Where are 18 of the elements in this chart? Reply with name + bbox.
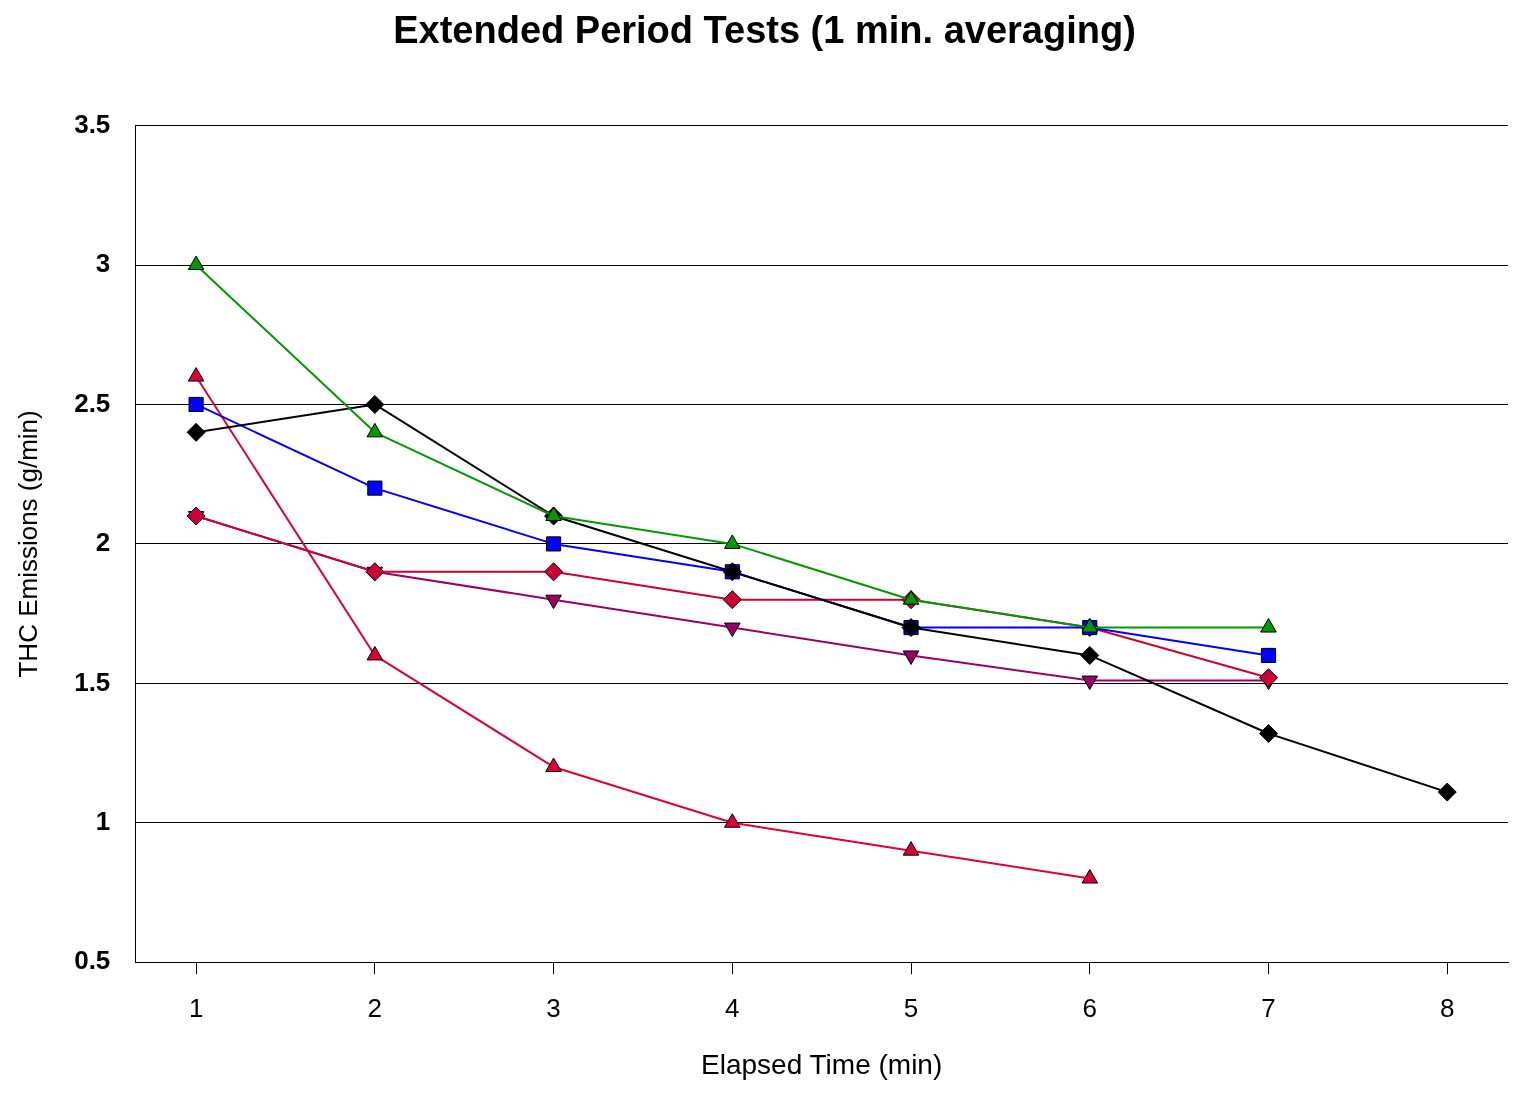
x-axis-title: Elapsed Time (min)	[701, 1048, 943, 1080]
chart-title: Extended Period Tests (1 min. averaging)	[393, 9, 1136, 52]
y-axis-title: THC Emissions (g/min)	[12, 410, 43, 678]
y-tick-label: 1.5	[74, 666, 111, 697]
x-tick-label: 6	[1082, 992, 1097, 1023]
x-tick-label: 5	[903, 992, 919, 1023]
y-tick-label: 0.5	[74, 945, 111, 976]
y-tick-label: 3.5	[74, 108, 111, 139]
x-tick-label: 4	[725, 992, 740, 1023]
y-tick-label: 3	[95, 248, 111, 279]
x-tick-label: 1	[188, 992, 204, 1023]
x-tick-label: 3	[546, 992, 561, 1023]
y-tick-label: 2	[95, 527, 111, 558]
x-tick-label: 7	[1261, 992, 1276, 1023]
x-tick-label: 8	[1440, 992, 1455, 1023]
y-tick-label: 1	[95, 805, 111, 836]
y-tick-label: 2.5	[74, 387, 111, 418]
x-tick-label: 2	[367, 992, 383, 1023]
